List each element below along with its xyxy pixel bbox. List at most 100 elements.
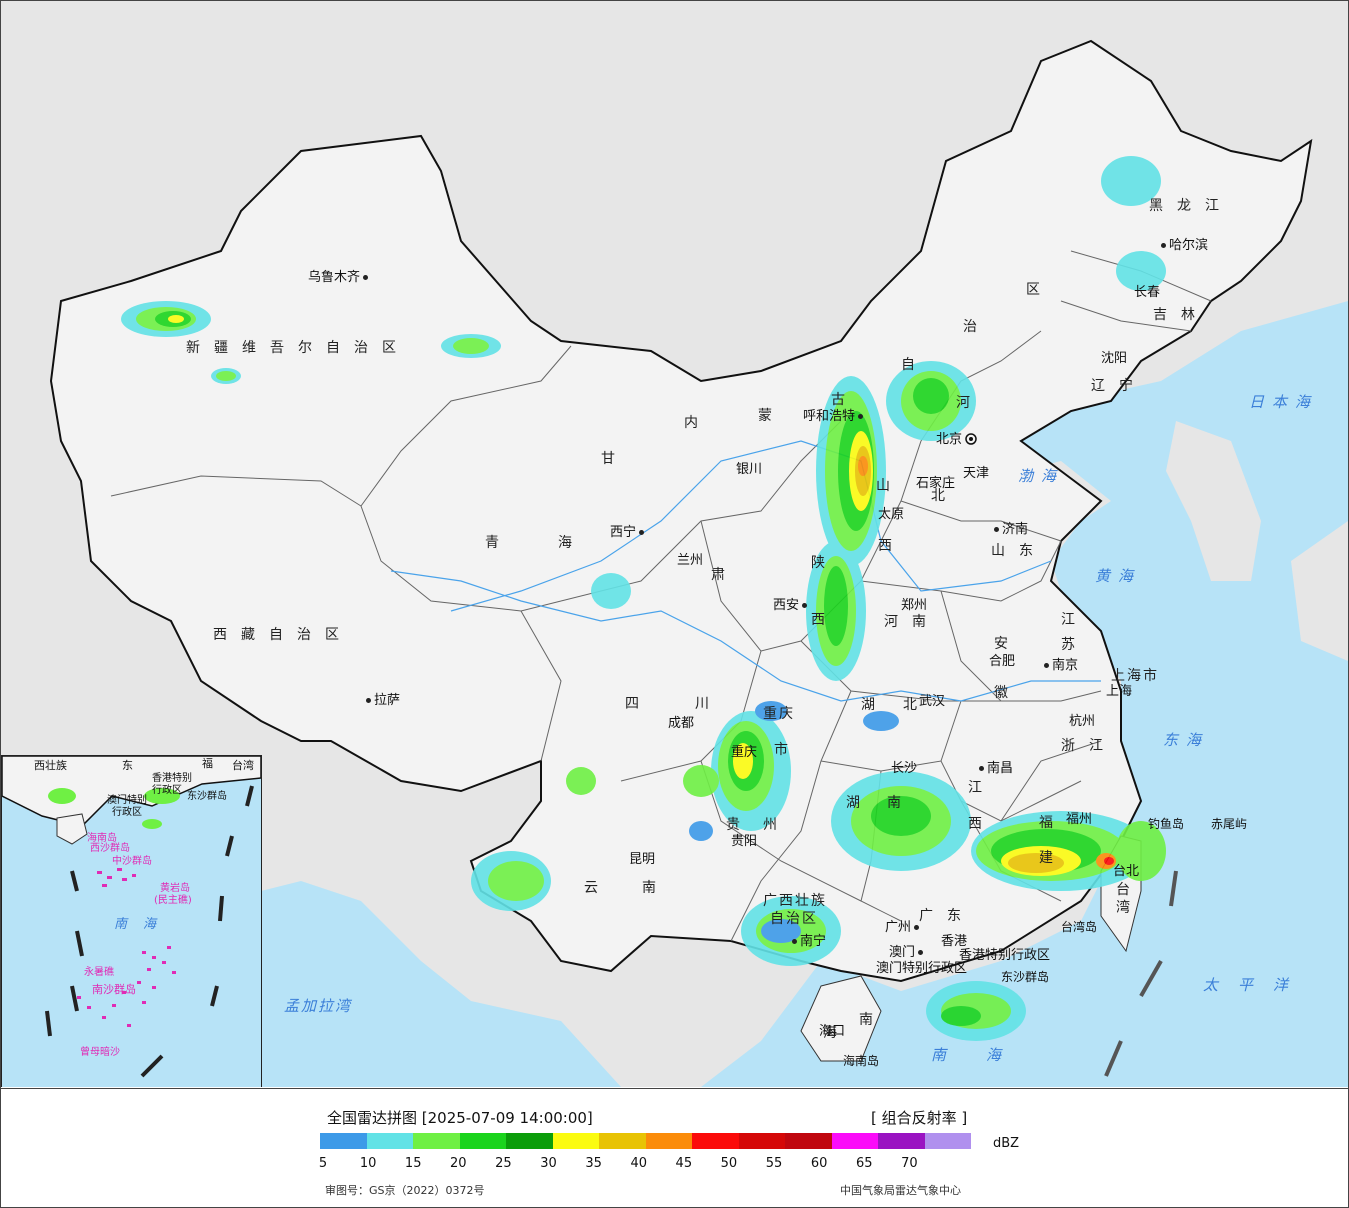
city-taibei: 台北	[1113, 864, 1140, 879]
legend-swatch	[924, 1133, 971, 1149]
china-radar-map: 新疆维吾尔自治区 西藏自治区 青 海 甘 肃 内 蒙 古 自 治 区 四 川 云…	[1, 1, 1348, 1087]
region-fujian: 福	[1039, 815, 1067, 831]
legend-tick-label: 40	[630, 1156, 648, 1171]
legend-tick-label: 60	[810, 1156, 828, 1171]
legend-approval: 审图号：GS京（2022）0372号	[325, 1184, 485, 1197]
legend-swatch	[738, 1133, 785, 1149]
legend-credit: 中国气象局雷达气象中心	[840, 1184, 961, 1197]
city-lanzhou: 兰州	[677, 553, 704, 568]
city-xian: 西安	[773, 599, 810, 612]
city-haikou: 海口	[819, 1024, 846, 1039]
city-fuzhou: 福州	[1066, 812, 1093, 827]
capital-marker	[965, 433, 977, 445]
inset-label-mo-2: 行政区	[112, 807, 142, 818]
city-zhengzhou: 郑州	[901, 598, 928, 613]
region-hebei: 河	[956, 395, 984, 411]
legend-product: [ 组合反射率 ]	[871, 1109, 968, 1127]
legend-panel: 全国雷达拼图 [2025-07-09 14:00:00] [ 组合反射率 ] 5…	[1, 1088, 1348, 1207]
inset-label-hk: 香港特别	[152, 773, 192, 784]
sea-pacific: 太平洋	[1203, 976, 1309, 994]
region-hunan-2: 南	[887, 795, 915, 811]
region-anhui: 安	[994, 636, 1022, 652]
inset-label-zengmu: 曾母暗沙	[80, 1047, 120, 1058]
region-chongqing: 重庆	[763, 706, 795, 722]
region-hubei-2: 北	[903, 697, 931, 713]
region-chongqing-2: 市	[774, 742, 802, 758]
legend-swatch	[785, 1133, 832, 1149]
city-tianjin: 天津	[963, 466, 990, 481]
sea-south: 南海	[931, 1046, 1042, 1064]
legend-tick-label: 65	[855, 1156, 873, 1171]
region-neimeng-4: 自	[901, 357, 929, 373]
inset-label-minzhu: (民主礁)	[154, 895, 192, 906]
legend-swatch	[645, 1133, 692, 1149]
legend-tick-label: 45	[675, 1156, 693, 1171]
region-jiangxi-2: 西	[968, 816, 996, 832]
sar-macau: 澳门特别行政区	[876, 961, 968, 976]
legend-tick-label: 70	[901, 1156, 918, 1171]
city-nanning: 南宁	[789, 935, 826, 948]
region-shanghai: 上海市	[1111, 668, 1159, 684]
region-neimeng-1: 内	[684, 415, 712, 431]
legend-tick-label: 25	[495, 1156, 512, 1171]
region-liaoning: 辽宁	[1091, 378, 1147, 394]
region-qinghai: 青	[485, 535, 513, 551]
inset-label-guangdong: 东	[122, 759, 133, 772]
region-taiwan-2: 湾	[1116, 900, 1144, 916]
city-yinchuan: 银川	[736, 462, 763, 477]
legend-tick-label: 55	[765, 1156, 783, 1171]
region-anhui-2: 徽	[994, 685, 1022, 701]
region-yunnan-2: 南	[642, 880, 670, 896]
sar-hongkong: 香港特别行政区	[959, 948, 1051, 963]
region-xizang: 西藏自治区	[213, 627, 353, 643]
city-chengdu: 成都	[668, 716, 695, 731]
region-qinghai-2: 海	[558, 535, 586, 551]
city-shanghai: 上海	[1106, 684, 1133, 699]
island-taiwan: 台湾岛	[1061, 920, 1098, 934]
legend-swatch	[413, 1133, 460, 1149]
legend-color-bar	[320, 1133, 971, 1149]
inset-label-yongshu: 永暑礁	[84, 967, 114, 978]
city-macau: 澳门	[889, 946, 926, 959]
region-gansu: 甘	[601, 451, 629, 467]
region-jiangsu-2: 苏	[1061, 637, 1089, 653]
inset-label-hainan: 海南岛	[87, 833, 117, 844]
region-hainan: 海	[823, 1025, 851, 1041]
region-jiangxi: 江	[968, 780, 996, 796]
legend-tick-label: 5	[318, 1156, 328, 1171]
legend-unit: dBZ	[993, 1136, 1020, 1151]
city-nanjing: 南京	[1041, 659, 1078, 672]
legend-swatch	[878, 1133, 925, 1149]
inset-label-nansha: 南沙群岛	[92, 983, 136, 996]
inset-label-zhongsha: 中沙群岛	[112, 856, 152, 867]
region-hebei-2: 北	[931, 488, 959, 504]
region-hainan-2: 南	[859, 1012, 887, 1028]
region-heilongjiang: 黑龙江	[1149, 198, 1233, 214]
city-guiyang: 贵阳	[731, 834, 758, 849]
region-shaanxi-2: 西	[811, 612, 839, 628]
city-xining: 西宁	[610, 526, 647, 539]
inset-label-fujian: 福	[202, 757, 213, 770]
region-yunnan: 云	[584, 880, 612, 896]
region-henan: 河南	[884, 614, 940, 630]
legend-swatch	[692, 1133, 739, 1149]
legend-swatch	[366, 1133, 413, 1149]
region-shanxi-2: 西	[878, 538, 906, 554]
city-jinan: 济南	[991, 523, 1028, 536]
region-guizhou: 贵	[726, 817, 754, 833]
inset-label-taiwan: 台湾	[232, 759, 254, 772]
city-hefei: 合肥	[989, 654, 1016, 669]
inset-label-huangyan: 黄岩岛	[160, 883, 190, 894]
city-nanchang: 南昌	[976, 762, 1013, 775]
city-hongkong: 香港	[941, 934, 968, 949]
city-hangzhou: 杭州	[1069, 714, 1096, 729]
legend-title: 全国雷达拼图 [2025-07-09 14:00:00]	[327, 1109, 593, 1127]
inset-label-guangxi: 西壮族	[34, 759, 67, 772]
legend-tick-label: 15	[404, 1156, 422, 1171]
south-china-sea-inset: 西壮族 东 福 台湾 香港特别 行政区 澳门特别 行政区 东沙群岛 海南岛 西沙…	[1, 755, 262, 1087]
region-jilin: 吉林	[1153, 307, 1209, 323]
region-shaanxi: 陕	[811, 555, 839, 571]
legend-swatch	[599, 1133, 646, 1149]
city-shenyang: 沈阳	[1101, 351, 1128, 366]
inset-label-dongsha: 东沙群岛	[187, 791, 227, 802]
